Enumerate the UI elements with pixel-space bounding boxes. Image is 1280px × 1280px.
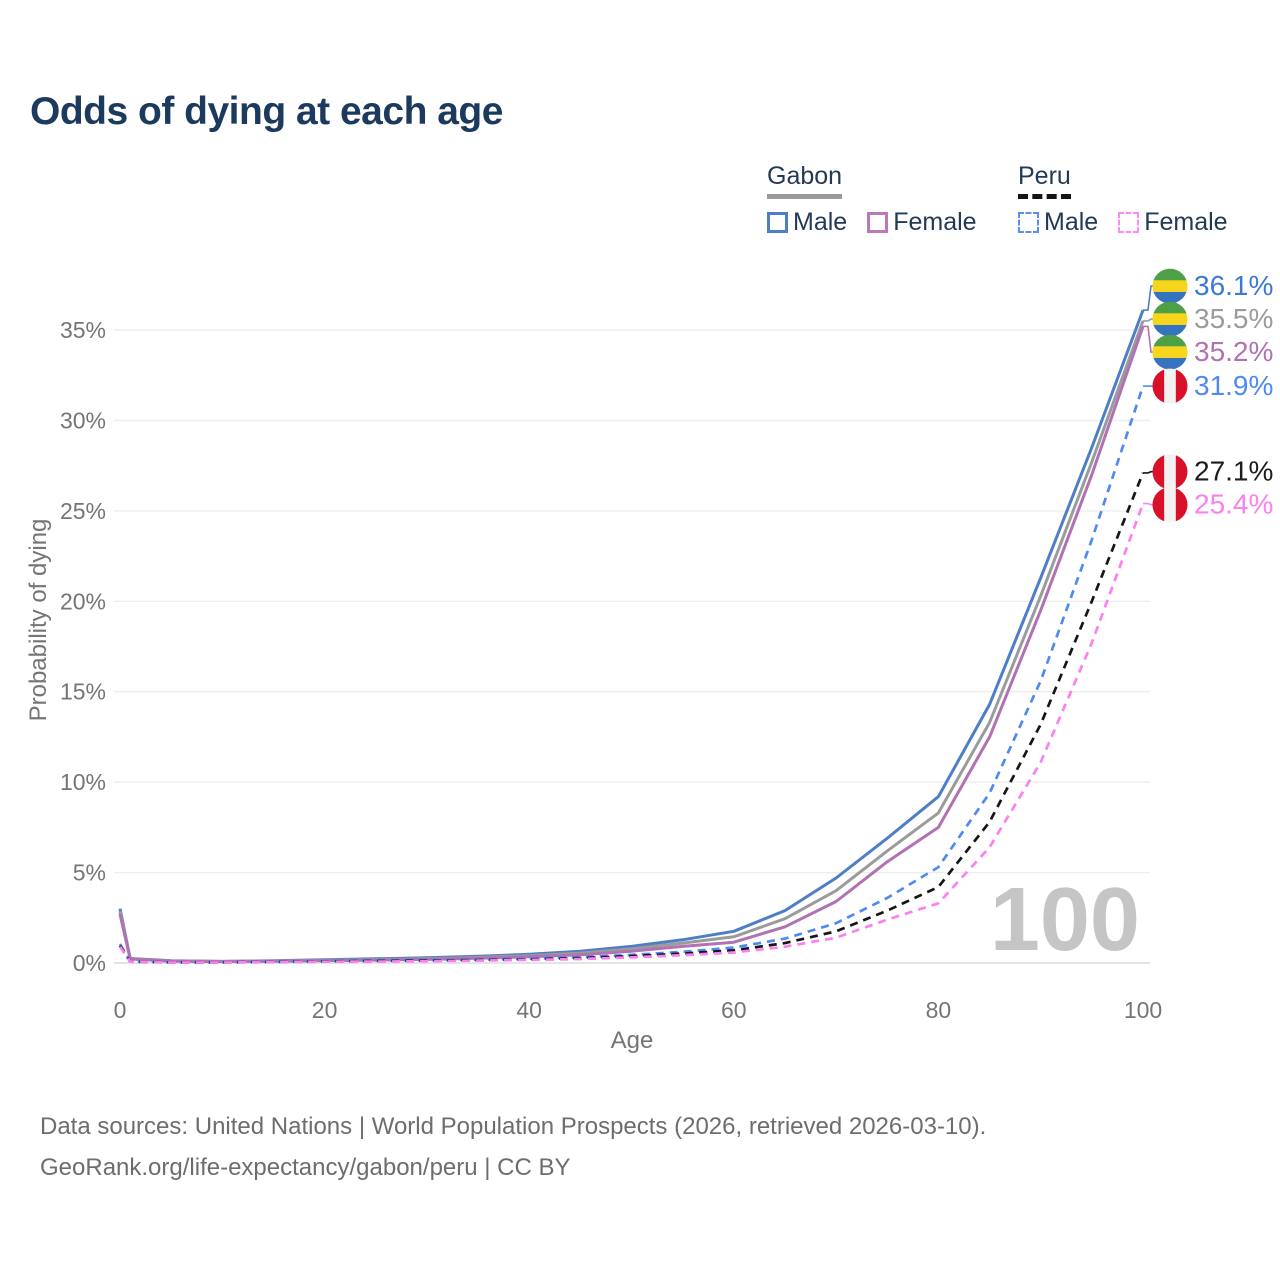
legend-group-gabon: Gabon Male Female — [767, 162, 977, 237]
legend-label: Female — [1144, 208, 1228, 236]
y-tick-label: 35% — [60, 317, 106, 343]
y-tick-label: 5% — [73, 860, 106, 886]
x-tick-label: 100 — [1124, 997, 1162, 1023]
y-tick-label: 15% — [60, 679, 106, 705]
legend-label: Male — [793, 208, 848, 236]
legend-country-peru: Peru — [1018, 162, 1071, 199]
legend-label: Male — [1044, 208, 1099, 236]
series-line-gabon-male[interactable] — [118, 309, 1145, 963]
hover-age-watermark: 100 — [990, 870, 1140, 970]
x-tick-label: 20 — [312, 997, 338, 1023]
end-value-label-gabon-both: 35.5% — [1194, 303, 1273, 334]
data-sources-note: Data sources: United Nations | World Pop… — [40, 1106, 986, 1188]
legend-item-peru-female[interactable]: Female — [1118, 208, 1228, 237]
y-axis-title: Probability of dying — [25, 519, 52, 722]
y-tick-label: 20% — [60, 588, 106, 614]
peru-flag-icon — [1152, 454, 1188, 490]
y-tick-label: 25% — [60, 498, 106, 524]
series-line-gabon-both[interactable] — [118, 320, 1145, 963]
x-tick-label: 0 — [114, 997, 127, 1023]
chart-area[interactable]: 0% 5% 10% 15% 20% 25% 30% 35% 0 20 40 60 80 100 Age Pro… — [0, 0, 1280, 1080]
legend-item-gabon-male[interactable]: Male — [767, 208, 847, 237]
peru-flag-icon — [1152, 487, 1188, 523]
gabon-flag-icon — [1152, 301, 1188, 337]
legend-group-peru: Peru Male Female — [1018, 162, 1228, 237]
x-tick-label: 40 — [516, 997, 542, 1023]
end-value-label-peru-female: 25.4% — [1194, 489, 1273, 520]
series-line-peru-female[interactable] — [118, 503, 1145, 964]
x-tick-label: 60 — [721, 997, 747, 1023]
legend-label: Female — [893, 208, 977, 236]
legend-item-gabon-female[interactable]: Female — [867, 208, 977, 237]
end-value-label-peru-both: 27.1% — [1194, 456, 1273, 487]
peru-male-swatch-icon — [1018, 212, 1039, 233]
end-value-label-gabon-female: 35.2% — [1194, 336, 1273, 367]
end-value-label-peru-male: 31.9% — [1194, 370, 1273, 401]
legend-country-gabon: Gabon — [767, 162, 843, 199]
y-tick-label: 10% — [60, 769, 106, 795]
footer-line-attribution: GeoRank.org/life-expectancy/gabon/peru |… — [40, 1154, 571, 1181]
series-line-gabon-female[interactable] — [118, 325, 1145, 964]
legend-item-peru-male[interactable]: Male — [1018, 208, 1098, 237]
peru-female-swatch-icon — [1118, 212, 1140, 233]
y-tick-label: 0% — [73, 950, 106, 976]
footer-line-sources: Data sources: United Nations | World Pop… — [40, 1113, 987, 1140]
end-value-label-gabon-male: 36.1% — [1194, 270, 1273, 301]
gabon-flag-icon — [1152, 334, 1188, 370]
y-tick-label: 30% — [60, 407, 106, 433]
gabon-female-swatch-icon — [867, 212, 889, 233]
peru-flag-icon — [1152, 368, 1188, 404]
x-axis-title: Age — [611, 1027, 654, 1054]
gabon-male-swatch-icon — [767, 212, 788, 233]
page-title: Odds of dying at each age — [30, 90, 503, 133]
gabon-flag-icon — [1152, 268, 1188, 304]
x-tick-label: 80 — [926, 997, 952, 1023]
